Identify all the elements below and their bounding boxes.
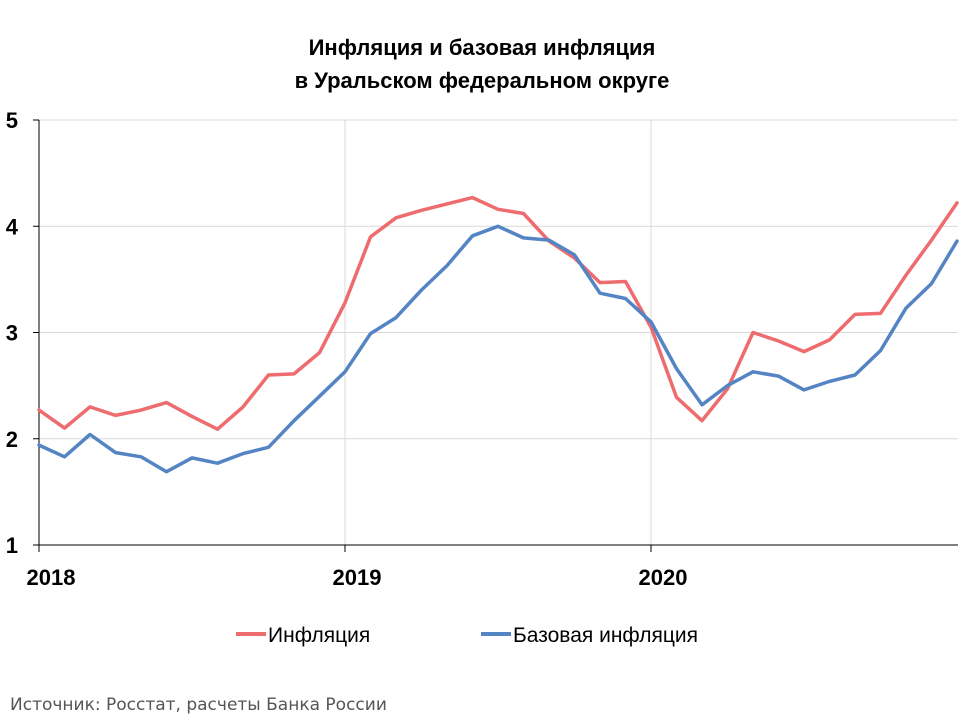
y-tick-label-4: 4 [6, 214, 19, 239]
legend-label-core-inflation: Базовая инфляция [513, 624, 698, 647]
y-tick-label-1: 1 [6, 533, 18, 558]
chart-title-line1: Инфляция и базовая инфляция [309, 35, 656, 60]
y-tick-label-2: 2 [6, 427, 18, 452]
legend: Инфляция Базовая инфляция [236, 624, 698, 647]
x-tick-labels: 2018 2019 2020 [27, 565, 688, 590]
y-tick-labels: 1 2 3 4 5 [6, 108, 19, 558]
legend-label-inflation: Инфляция [268, 624, 370, 647]
y-tick-label-3: 3 [6, 321, 18, 346]
source-note: Источник: Росстат, расчеты Банка России [10, 695, 387, 715]
series-line-1 [37, 224, 959, 474]
series-lines [37, 195, 959, 474]
x-tick-label-2019: 2019 [333, 565, 382, 590]
chart-title-line2: в Уральском федеральном округе [295, 68, 670, 93]
gridlines [39, 119, 958, 545]
y-tick-label-5: 5 [6, 108, 18, 133]
x-tick-label-2020: 2020 [639, 565, 688, 590]
axes [33, 119, 958, 552]
series-line-0 [37, 195, 959, 431]
x-tick-label-2018: 2018 [27, 565, 76, 590]
